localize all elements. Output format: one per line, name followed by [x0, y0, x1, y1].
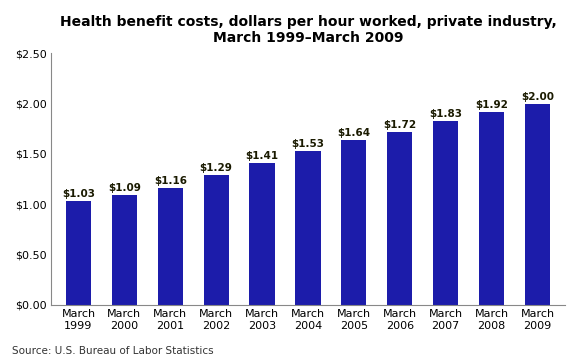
Bar [295, 151, 321, 305]
Text: $1.83: $1.83 [429, 109, 462, 119]
Text: $1.92: $1.92 [475, 100, 508, 110]
Bar [204, 175, 229, 305]
Text: $1.16: $1.16 [154, 176, 187, 186]
Text: $1.03: $1.03 [62, 189, 95, 199]
Text: $1.53: $1.53 [292, 139, 324, 149]
Bar [341, 140, 367, 305]
Text: $1.41: $1.41 [245, 151, 278, 161]
Bar [525, 104, 550, 305]
Text: $2.00: $2.00 [521, 91, 554, 102]
Bar [479, 112, 504, 305]
Bar [433, 121, 458, 305]
Text: $1.09: $1.09 [108, 183, 141, 193]
Bar [249, 163, 275, 305]
Bar [387, 132, 412, 305]
Bar [112, 195, 137, 305]
Bar [158, 188, 183, 305]
Text: Source: U.S. Bureau of Labor Statistics: Source: U.S. Bureau of Labor Statistics [12, 346, 213, 356]
Text: $1.64: $1.64 [338, 128, 371, 138]
Text: $1.72: $1.72 [383, 120, 416, 130]
Bar [66, 201, 91, 305]
Text: $1.29: $1.29 [200, 163, 233, 173]
Title: Health benefit costs, dollars per hour worked, private industry,
March 1999–Marc: Health benefit costs, dollars per hour w… [60, 15, 556, 45]
